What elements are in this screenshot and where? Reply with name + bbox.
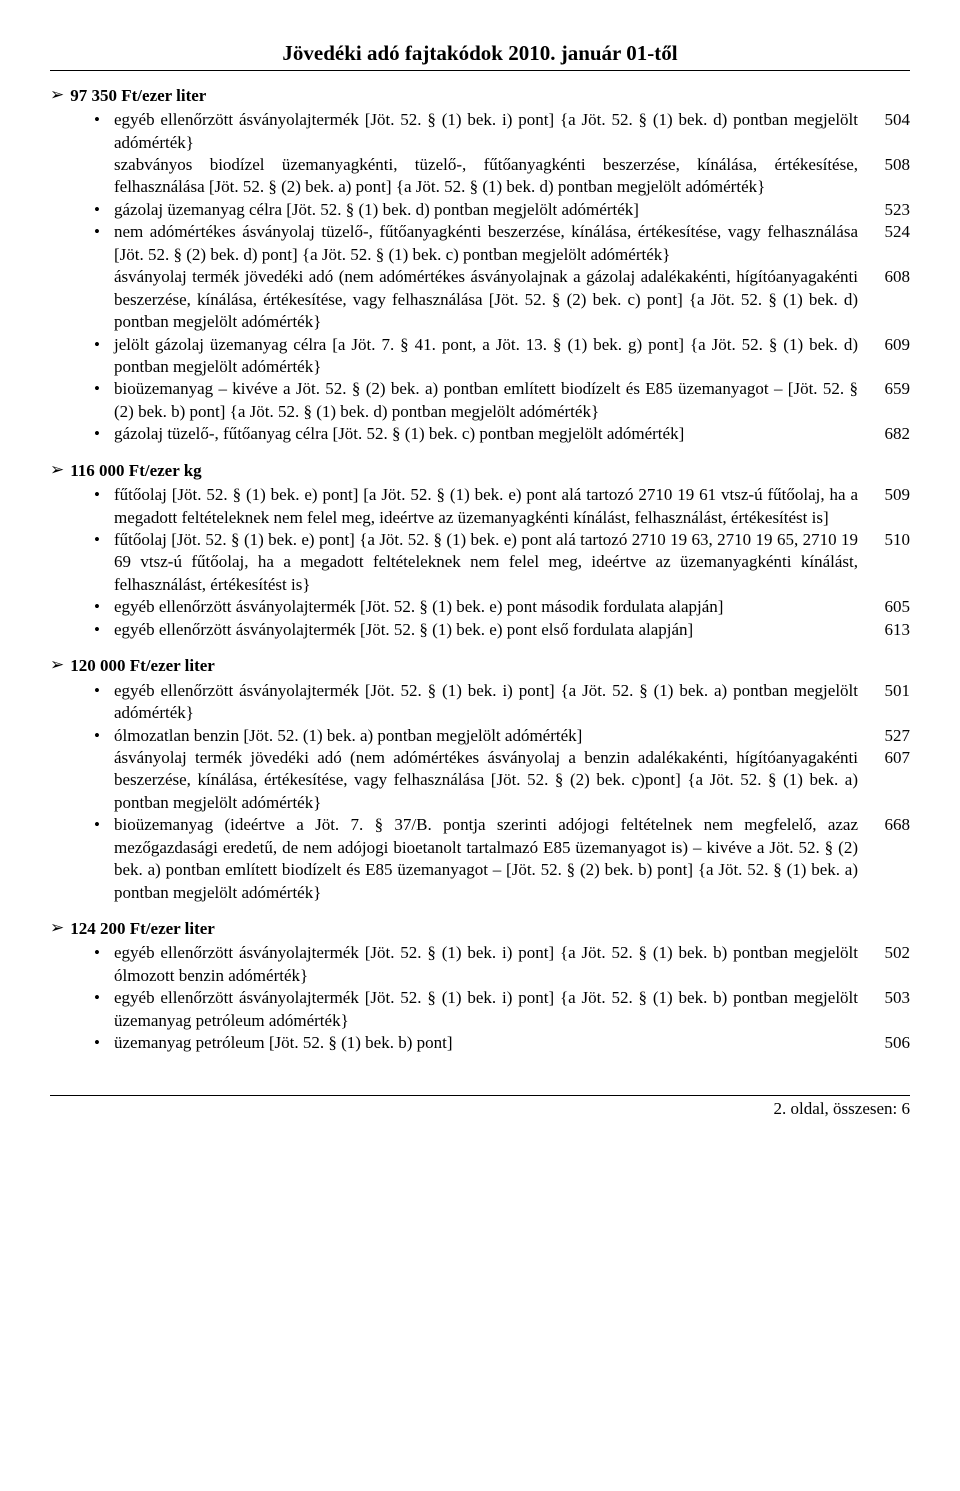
item-text: egyéb ellenőrzött ásványolajtermék [Jöt.… — [114, 109, 866, 154]
list-item: ólmozatlan benzin [Jöt. 52. (1) bek. a) … — [94, 725, 910, 815]
item-line: fűtőolaj [Jöt. 52. § (1) bek. e) pont] [… — [114, 484, 910, 529]
item-line: gázolaj tüzelő-, fűtőanyag célra [Jöt. 5… — [114, 423, 910, 445]
item-line: nem adómértékes ásványolaj tüzelő-, fűtő… — [114, 221, 910, 266]
item-code: 510 — [866, 529, 910, 551]
page-title: Jövedéki adó fajtakódok 2010. január 01-… — [50, 40, 910, 68]
item-line: jelölt gázolaj üzemanyag célra [a Jöt. 7… — [114, 334, 910, 379]
item-text: egyéb ellenőrzött ásványolajtermék [Jöt.… — [114, 596, 866, 618]
list-item: fűtőolaj [Jöt. 52. § (1) bek. e) pont] [… — [94, 484, 910, 529]
list-item: gázolaj tüzelő-, fűtőanyag célra [Jöt. 5… — [94, 423, 910, 445]
item-list: egyéb ellenőrzött ásványolajtermék [Jöt.… — [50, 109, 910, 446]
item-text: ásványolaj termék jövedéki adó (nem adóm… — [114, 266, 866, 333]
list-item: egyéb ellenőrzött ásványolajtermék [Jöt.… — [94, 942, 910, 987]
section-title: 124 200 Ft/ezer liter — [70, 918, 215, 940]
item-code: 502 — [866, 942, 910, 964]
item-code: 508 — [866, 154, 910, 176]
item-line: ásványolaj termék jövedéki adó (nem adóm… — [114, 747, 910, 814]
item-line: egyéb ellenőrzött ásványolajtermék [Jöt.… — [114, 596, 910, 618]
item-text: ásványolaj termék jövedéki adó (nem adóm… — [114, 747, 866, 814]
item-text: gázolaj üzemanyag célra [Jöt. 52. § (1) … — [114, 199, 866, 221]
item-line: egyéb ellenőrzött ásványolajtermék [Jöt.… — [114, 619, 910, 641]
section-heading: ➢ 124 200 Ft/ezer liter — [50, 918, 910, 940]
item-line: üzemanyag petróleum [Jöt. 52. § (1) bek.… — [114, 1032, 910, 1054]
arrow-icon: ➢ — [50, 918, 64, 938]
item-code: 605 — [866, 596, 910, 618]
arrow-icon: ➢ — [50, 460, 64, 480]
section: ➢ 97 350 Ft/ezer literegyéb ellenőrzött á… — [50, 85, 910, 446]
item-code: 501 — [866, 680, 910, 702]
item-text: üzemanyag petróleum [Jöt. 52. § (1) bek.… — [114, 1032, 866, 1054]
item-line: egyéb ellenőrzött ásványolajtermék [Jöt.… — [114, 680, 910, 725]
section-heading: ➢ 120 000 Ft/ezer liter — [50, 655, 910, 677]
item-code: 509 — [866, 484, 910, 506]
item-code: 609 — [866, 334, 910, 356]
item-text: fűtőolaj [Jöt. 52. § (1) bek. e) pont] {… — [114, 529, 866, 596]
item-code: 682 — [866, 423, 910, 445]
item-code: 668 — [866, 814, 910, 836]
section-title: 120 000 Ft/ezer liter — [70, 655, 215, 677]
list-item: bioüzemanyag – kivéve a Jöt. 52. § (2) b… — [94, 378, 910, 423]
item-line: ólmozatlan benzin [Jöt. 52. (1) bek. a) … — [114, 725, 910, 747]
item-line: egyéb ellenőrzött ásványolajtermék [Jöt.… — [114, 987, 910, 1032]
list-item: üzemanyag petróleum [Jöt. 52. § (1) bek.… — [94, 1032, 910, 1054]
section-heading: ➢ 116 000 Ft/ezer kg — [50, 460, 910, 482]
page-footer: 2. oldal, összesen: 6 — [50, 1098, 910, 1120]
item-text: bioüzemanyag (ideértve a Jöt. 7. § 37/B.… — [114, 814, 866, 904]
item-text: ólmozatlan benzin [Jöt. 52. (1) bek. a) … — [114, 725, 866, 747]
list-item: bioüzemanyag (ideértve a Jöt. 7. § 37/B.… — [94, 814, 910, 904]
item-code: 504 — [866, 109, 910, 131]
item-line: egyéb ellenőrzött ásványolajtermék [Jöt.… — [114, 942, 910, 987]
item-line: bioüzemanyag – kivéve a Jöt. 52. § (2) b… — [114, 378, 910, 423]
item-line: egyéb ellenőrzött ásványolajtermék [Jöt.… — [114, 109, 910, 154]
item-text: egyéb ellenőrzött ásványolajtermék [Jöt.… — [114, 680, 866, 725]
list-item: egyéb ellenőrzött ásványolajtermék [Jöt.… — [94, 596, 910, 618]
section-title: 97 350 Ft/ezer liter — [70, 85, 206, 107]
item-text: fűtőolaj [Jöt. 52. § (1) bek. e) pont] [… — [114, 484, 866, 529]
section: ➢124 200 Ft/ezer literegyéb ellenőrzött … — [50, 918, 910, 1055]
list-item: egyéb ellenőrzött ásványolajtermék [Jöt.… — [94, 987, 910, 1032]
item-code: 607 — [866, 747, 910, 769]
list-item: gázolaj üzemanyag célra [Jöt. 52. § (1) … — [94, 199, 910, 221]
item-code: 523 — [866, 199, 910, 221]
list-item: fűtőolaj [Jöt. 52. § (1) bek. e) pont] {… — [94, 529, 910, 596]
item-text: szabványos biodízel üzemanyagkénti, tüze… — [114, 154, 866, 199]
item-code: 524 — [866, 221, 910, 243]
item-code: 608 — [866, 266, 910, 288]
list-item: jelölt gázolaj üzemanyag célra [a Jöt. 7… — [94, 334, 910, 379]
item-list: egyéb ellenőrzött ásványolajtermék [Jöt.… — [50, 942, 910, 1054]
item-line: fűtőolaj [Jöt. 52. § (1) bek. e) pont] {… — [114, 529, 910, 596]
footer-rule — [50, 1095, 910, 1096]
section: ➢ 120 000 Ft/ezer liter egyéb ellenőrzött … — [50, 655, 910, 904]
item-code: 659 — [866, 378, 910, 400]
item-line: gázolaj üzemanyag célra [Jöt. 52. § (1) … — [114, 199, 910, 221]
item-code: 613 — [866, 619, 910, 641]
item-text: bioüzemanyag – kivéve a Jöt. 52. § (2) b… — [114, 378, 866, 423]
item-code: 506 — [866, 1032, 910, 1054]
item-code: 527 — [866, 725, 910, 747]
arrow-icon: ➢ — [50, 85, 64, 105]
item-code: 503 — [866, 987, 910, 1009]
item-line: ásványolaj termék jövedéki adó (nem adóm… — [114, 266, 910, 333]
section-title: 116 000 Ft/ezer kg — [70, 460, 201, 482]
item-list: egyéb ellenőrzött ásványolajtermék [Jöt.… — [50, 680, 910, 904]
item-text: egyéb ellenőrzött ásványolajtermék [Jöt.… — [114, 942, 866, 987]
list-item: egyéb ellenőrzött ásványolajtermék [Jöt.… — [94, 619, 910, 641]
item-text: egyéb ellenőrzött ásványolajtermék [Jöt.… — [114, 987, 866, 1032]
list-item: egyéb ellenőrzött ásványolajtermék [Jöt.… — [94, 109, 910, 199]
arrow-icon: ➢ — [50, 655, 64, 675]
item-line: szabványos biodízel üzemanyagkénti, tüze… — [114, 154, 910, 199]
section-heading: ➢ 97 350 Ft/ezer liter — [50, 85, 910, 107]
item-text: egyéb ellenőrzött ásványolajtermék [Jöt.… — [114, 619, 866, 641]
item-text: nem adómértékes ásványolaj tüzelő-, fűtő… — [114, 221, 866, 266]
item-line: bioüzemanyag (ideértve a Jöt. 7. § 37/B.… — [114, 814, 910, 904]
item-text: jelölt gázolaj üzemanyag célra [a Jöt. 7… — [114, 334, 866, 379]
title-rule — [50, 70, 910, 71]
item-list: fűtőolaj [Jöt. 52. § (1) bek. e) pont] [… — [50, 484, 910, 641]
list-item: egyéb ellenőrzött ásványolajtermék [Jöt.… — [94, 680, 910, 725]
section: ➢116 000 Ft/ezer kgfűtőolaj [Jöt. 52. § … — [50, 460, 910, 642]
list-item: nem adómértékes ásványolaj tüzelő-, fűtő… — [94, 221, 910, 333]
item-text: gázolaj tüzelő-, fűtőanyag célra [Jöt. 5… — [114, 423, 866, 445]
